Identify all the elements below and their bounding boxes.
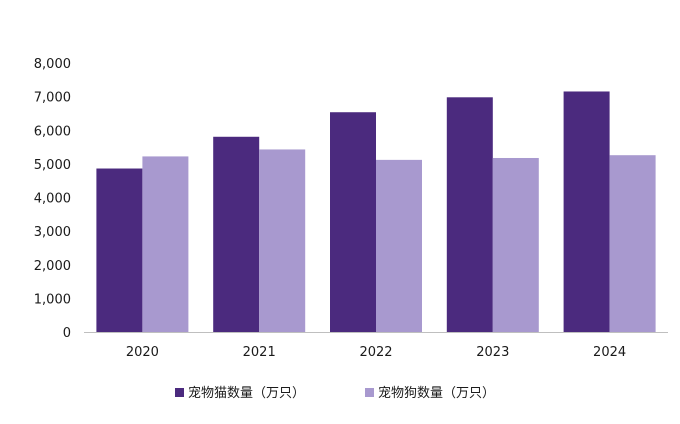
x-tick-label: 2021 <box>243 345 276 360</box>
bar-2023-series-1 <box>446 97 493 332</box>
x-tick-label: 2023 <box>476 345 509 360</box>
y-tick-label: 1,000 <box>34 292 71 307</box>
bar-2022-series-1 <box>330 112 376 333</box>
y-tick-label: 5,000 <box>34 158 71 173</box>
y-tick-label: 7,000 <box>34 91 71 106</box>
bar-2023-series-2 <box>492 157 539 332</box>
legend-swatch <box>365 388 374 397</box>
bar-2024-series-2 <box>609 155 656 332</box>
x-tick-label: 2020 <box>126 345 159 360</box>
legend-label: 宠物狗数量（万只） <box>378 385 495 401</box>
y-tick-label: 8,000 <box>34 57 71 72</box>
bar-2020-series-2 <box>142 156 189 332</box>
y-axis: 0 1,000 2,000 3,000 4,000 5,000 6,000 7,000 8,00… <box>34 57 71 341</box>
y-tick-label: 3,000 <box>34 225 71 240</box>
bar-2021-series-2 <box>259 149 306 332</box>
x-tick-label: 2022 <box>359 345 392 360</box>
x-axis: 2020 2021 2022 2023 2024 <box>126 345 626 360</box>
bar-2020-series-1 <box>96 168 143 332</box>
y-tick-label: 6,000 <box>34 124 71 139</box>
y-tick-label: 4,000 <box>34 192 71 207</box>
y-tick-label: 2,000 <box>34 259 71 274</box>
legend-label: 宠物猫数量（万只） <box>188 385 305 401</box>
bar-2021-series-1 <box>213 136 260 332</box>
y-tick-label: 0 <box>63 326 71 341</box>
bars <box>96 91 656 333</box>
legend: 宠物猫数量（万只） 宠物狗数量（万只） <box>175 385 495 401</box>
x-tick-label: 2024 <box>593 345 626 360</box>
bar-2022-series-2 <box>376 159 422 332</box>
legend-swatch <box>175 388 184 397</box>
bar-2024-series-1 <box>563 91 610 332</box>
